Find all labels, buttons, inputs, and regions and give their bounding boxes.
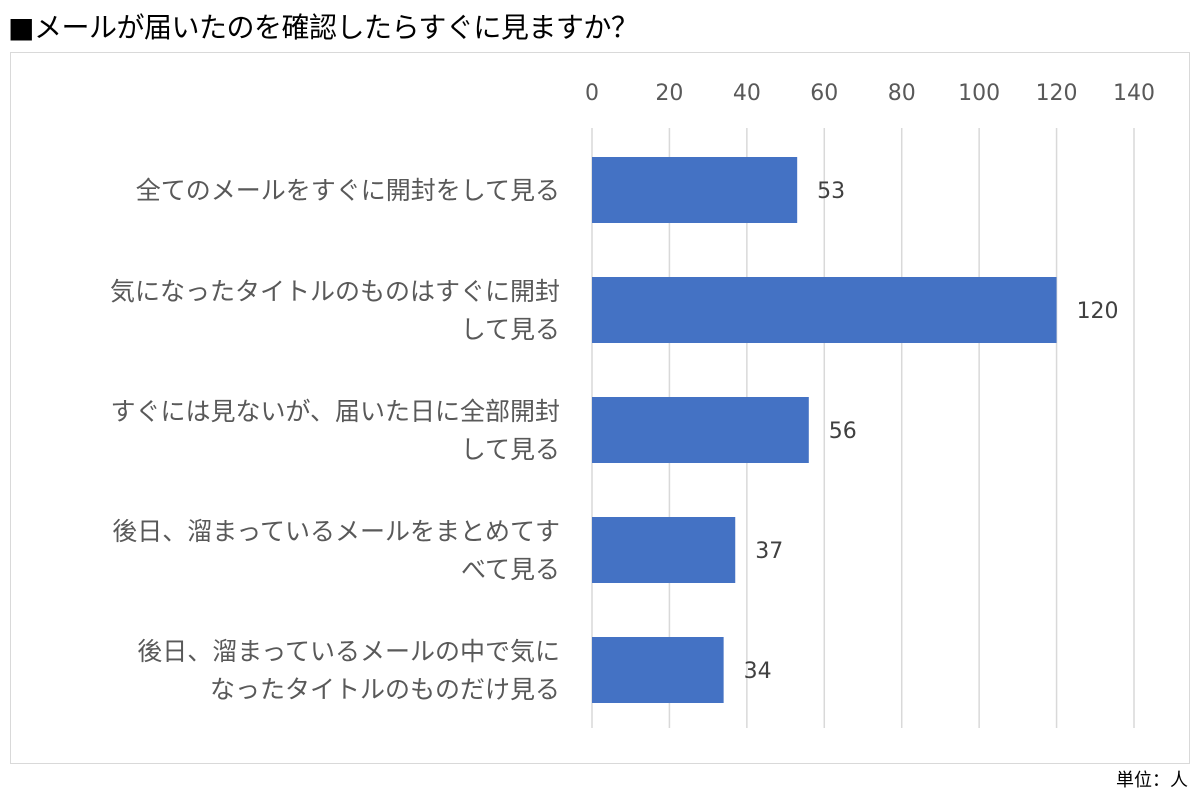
data-label-5: 34: [744, 659, 772, 684]
data-label-3: 56: [829, 419, 857, 444]
x-tick-label: 80: [888, 81, 916, 106]
bars: [592, 157, 1057, 703]
x-tick-label: 40: [733, 81, 761, 106]
x-tick-label: 120: [1036, 81, 1078, 106]
data-labels: 53 120 56 37 34: [744, 179, 1119, 684]
bar-5: [592, 637, 724, 703]
category-label-line: して見る: [461, 315, 560, 344]
x-axis-tick-labels: 0 20 40 60 80 100 120 140: [585, 81, 1155, 106]
bar-4: [592, 517, 736, 583]
bar-2: [592, 277, 1057, 343]
category-label-line: べて見る: [461, 555, 560, 584]
bar-1: [592, 157, 798, 223]
category-label-line: 気になったタイトルのものはすぐに開封: [110, 277, 560, 306]
chart-frame: [10, 52, 1190, 764]
category-label-line: して見る: [461, 435, 560, 464]
category-label-line: 全てのメールをすぐに開封をして見る: [136, 176, 560, 205]
bar-3: [592, 397, 809, 463]
gridlines: [591, 128, 1135, 728]
x-tick-label: 60: [810, 81, 838, 106]
category-label-4: 後日、溜まっているメールをまとめてすべて見る: [112, 517, 560, 584]
chart-title: ■メールが届いたのを確認したらすぐに見ますか？: [8, 11, 639, 44]
data-label-4: 37: [755, 539, 783, 564]
category-label-2: 気になったタイトルのものはすぐに開封して見る: [110, 277, 560, 344]
category-label-1: 全てのメールをすぐに開封をして見る: [136, 176, 560, 205]
x-tick-label: 20: [655, 81, 683, 106]
x-tick-label: 0: [585, 81, 599, 106]
category-label-line: すぐには見ないが、届いた日に全部開封: [110, 397, 560, 426]
x-tick-label: 100: [958, 81, 1000, 106]
category-labels: 全てのメールをすぐに開封をして見る気になったタイトルのものはすぐに開封して見るす…: [110, 176, 560, 704]
category-label-5: 後日、溜まっているメールの中で気になったタイトルのものだけ見る: [137, 637, 560, 704]
category-label-3: すぐには見ないが、届いた日に全部開封して見る: [110, 397, 560, 464]
data-label-2: 120: [1077, 299, 1119, 324]
category-label-line: 後日、溜まっているメールをまとめてす: [112, 517, 560, 546]
category-label-line: 後日、溜まっているメールの中で気に: [137, 637, 560, 666]
data-label-1: 53: [817, 179, 845, 204]
unit-note: 単位：人: [1116, 770, 1188, 791]
category-label-line: なったタイトルのものだけ見る: [210, 675, 560, 704]
x-tick-label: 140: [1113, 81, 1155, 106]
